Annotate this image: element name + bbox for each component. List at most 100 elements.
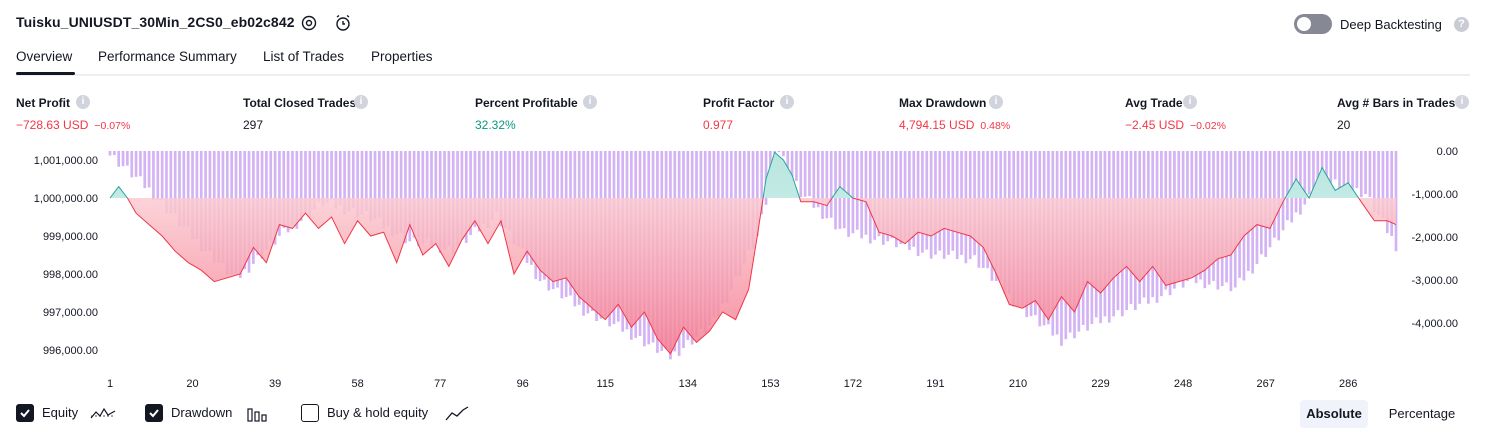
drawdown-bar — [760, 151, 764, 215]
left-axis-tick-label: 996,000.00 — [43, 345, 98, 357]
x-axis: 1 20 39 58 77 96 115 134 153 172 191 210 229 248 267 28… — [107, 378, 1357, 390]
metric-label: Total Closed Trades — [243, 96, 357, 110]
equity-loss-area — [110, 198, 1396, 354]
drawdown-bar — [782, 151, 785, 157]
drawdown-bar — [469, 151, 472, 236]
percentage-button[interactable]: Percentage — [1388, 406, 1456, 421]
tab-properties[interactable]: Properties — [371, 49, 433, 64]
drawdown-bar — [373, 151, 377, 220]
drawdown-bar — [825, 151, 829, 219]
x-axis-tick-label: 96 — [517, 378, 529, 390]
drawdown-bar — [482, 151, 485, 224]
drawdown-bar — [369, 151, 373, 222]
deep-backtesting-toggle[interactable] — [1294, 14, 1332, 34]
x-axis-tick-label: 286 — [1339, 378, 1357, 390]
buy-hold-line-icon — [445, 406, 469, 421]
legend-label: Buy & hold equity — [327, 405, 429, 420]
x-axis-tick-label: 267 — [1257, 378, 1275, 390]
drawdown-bar — [121, 151, 125, 167]
tab-list-of-trades[interactable]: List of Trades — [263, 49, 345, 64]
x-axis-tick-label: 134 — [679, 378, 697, 390]
legend-label: Drawdown — [171, 405, 233, 420]
info-icon[interactable]: i — [989, 95, 1003, 109]
metric-value: −728.63 USD −0.07% — [16, 118, 131, 132]
info-icon[interactable]: i — [780, 95, 794, 109]
drawdown-bar — [756, 151, 759, 236]
drawdown-bar — [404, 151, 407, 244]
equity-checkbox[interactable] — [16, 404, 34, 422]
legend-buy-hold[interactable]: Buy & hold equity — [301, 404, 471, 424]
drawdown-bar — [160, 151, 164, 201]
drawdown-bar — [1316, 151, 1320, 187]
drawdown-bar — [347, 151, 351, 212]
info-icon[interactable]: i — [354, 95, 368, 109]
legend-drawdown[interactable]: Drawdown — [145, 404, 275, 424]
drawdown-bar — [899, 151, 903, 245]
drawdown-bar — [860, 151, 863, 239]
deep-backtesting-label: Deep Backtesting — [1340, 17, 1442, 32]
drawdown-bar — [821, 151, 824, 219]
drawdown-bar — [1286, 151, 1289, 221]
drawdown-bar — [1303, 151, 1307, 205]
drawdown-bar — [473, 151, 477, 228]
x-axis-tick-label: 39 — [269, 378, 281, 390]
drawdown-bar — [173, 151, 177, 214]
drawdown-bar — [477, 151, 481, 232]
alarm-clock-icon[interactable] — [334, 14, 352, 32]
drawdown-bar — [1273, 151, 1276, 238]
drawdown-bar — [399, 151, 403, 233]
legend-equity[interactable]: Equity — [16, 404, 116, 424]
drawdown-bar — [308, 151, 312, 218]
drawdown-bar — [304, 151, 307, 214]
drawdown-bar — [278, 151, 281, 236]
drawdown-bar — [855, 151, 859, 230]
absolute-button[interactable]: Absolute — [1300, 400, 1368, 428]
metric-label: Max Drawdown — [899, 96, 987, 110]
drawdown-bar — [1277, 151, 1281, 241]
settings-icon[interactable] — [300, 14, 318, 32]
drawdown-bar — [1377, 151, 1380, 215]
buy-hold-checkbox[interactable] — [301, 404, 319, 422]
drawdown-bar — [178, 151, 181, 227]
drawdown-bar — [851, 151, 855, 234]
drawdown-bar — [134, 151, 138, 177]
x-axis-tick-label: 248 — [1174, 378, 1192, 390]
info-icon[interactable]: i — [583, 95, 597, 109]
metric-profit-factor: Profit Factor i 0.977 — [703, 94, 794, 132]
drawdown-bar — [1281, 151, 1285, 231]
drawdown-bar — [295, 151, 299, 229]
drawdown-bar — [195, 151, 199, 240]
tab-divider — [16, 74, 1470, 76]
drawdown-bar — [382, 151, 386, 229]
drawdown-bar — [490, 151, 494, 221]
drawdown-bar — [842, 151, 846, 229]
drawdown-bar — [1381, 151, 1385, 218]
drawdown-bar — [395, 151, 399, 235]
tab-overview[interactable]: Overview — [16, 49, 73, 64]
metric-value: −2.45 USD −0.02% — [1125, 118, 1226, 132]
metric-max-drawdown: Max Drawdown i 4,794.15 USD 0.48% — [899, 94, 1010, 132]
drawdown-bar — [143, 151, 147, 189]
drawdown-bar — [325, 151, 329, 203]
metric-label: Profit Factor — [703, 96, 775, 110]
drawdown-bar — [286, 151, 290, 233]
drawdown-bar — [816, 151, 820, 208]
drawdown-bar — [386, 151, 390, 227]
drawdown-bar — [504, 151, 507, 229]
drawdown-checkbox[interactable] — [145, 404, 163, 422]
strategy-name: Tuisku_UNIUSDT_30Min_2CS0_eb02c842 — [16, 14, 295, 30]
equity-drawdown-chart[interactable]: 1,001,000.00 1,000,000.00 999,000.00 998,00… — [0, 140, 1486, 395]
tab-performance-summary[interactable]: Performance Summary — [98, 49, 237, 64]
drawdown-bar — [903, 151, 907, 241]
info-icon[interactable]: i — [1455, 95, 1469, 109]
info-icon[interactable]: i — [76, 95, 90, 109]
drawdown-bar — [191, 151, 194, 240]
drawdown-bar — [360, 151, 364, 215]
right-axis-tick-label: -3,000.00 — [1412, 275, 1458, 287]
left-axis: 1,001,000.00 1,000,000.00 999,000.00 998,00… — [34, 155, 98, 357]
drawdown-bar — [808, 151, 811, 197]
help-icon[interactable]: ? — [1454, 17, 1469, 32]
metric-net-profit: Net Profit i −728.63 USD −0.07% — [16, 94, 130, 132]
drawdown-bar — [364, 151, 368, 212]
info-icon[interactable]: i — [1183, 95, 1197, 109]
